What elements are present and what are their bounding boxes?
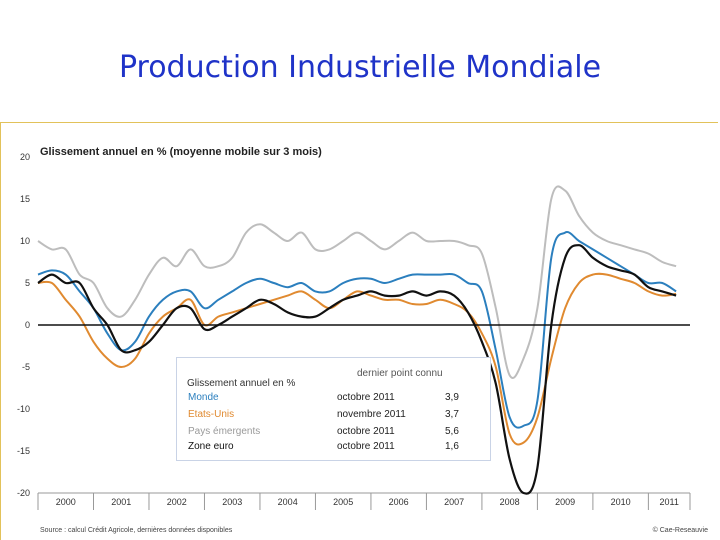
y-tick-label: 15 xyxy=(20,194,30,204)
x-tick-label: 2011 xyxy=(660,497,679,507)
x-tick-label: 2004 xyxy=(278,497,298,507)
legend-value: 5,6 xyxy=(445,426,459,437)
y-axis-labels: 20 15 10 5 0 -5 -10 -15 -20 xyxy=(17,152,30,498)
x-tick-label: 2005 xyxy=(333,497,353,507)
y-tick-label: -5 xyxy=(22,362,30,372)
legend-date: octobre 2011 xyxy=(337,441,395,452)
x-tick-label: 2003 xyxy=(222,497,242,507)
x-tick-label: 2007 xyxy=(444,497,464,507)
legend-value: 3,9 xyxy=(445,392,459,403)
legend-name: Etats-Unis xyxy=(188,409,235,420)
x-tick-label: 2000 xyxy=(56,497,76,507)
x-tick-label: 2009 xyxy=(555,497,575,507)
legend-name: Zone euro xyxy=(188,441,234,452)
x-axis: 2000 2001 2002 2003 2004 2005 2006 2007 2008 2009… xyxy=(37,492,691,510)
legend-date: octobre 2011 xyxy=(337,426,395,437)
chart-frame xyxy=(0,122,718,540)
y-tick-label: 10 xyxy=(20,236,30,246)
series-line-etats-unis xyxy=(37,272,677,446)
series-lines xyxy=(37,185,677,495)
legend-row-pays-emergents: Pays émergents octobre 2011 5,6 xyxy=(177,426,492,440)
legend-unit-label: Glissement annuel en % xyxy=(187,378,296,389)
legend-date: octobre 2011 xyxy=(337,392,395,403)
x-tick-label: 2008 xyxy=(500,497,520,507)
legend-row-zone-euro: Zone euro octobre 2011 1,6 xyxy=(177,441,492,455)
x-tick-label: 2002 xyxy=(167,497,187,507)
credit-note: © Cae-Reseauvie xyxy=(652,527,708,534)
x-tick-label: 2001 xyxy=(111,497,131,507)
series-line-monde xyxy=(37,231,677,429)
legend-row-monde: Monde octobre 2011 3,9 xyxy=(177,392,492,406)
y-tick-label: -10 xyxy=(17,404,30,414)
y-tick-label: 5 xyxy=(25,278,30,288)
legend-value: 1,6 xyxy=(445,441,459,452)
slide-title: Production Industrielle Mondiale xyxy=(118,50,602,85)
y-tick-label: -15 xyxy=(17,446,30,456)
chart-title: Glissement annuel en % (moyenne mobile s… xyxy=(40,146,322,158)
legend-name: Pays émergents xyxy=(188,426,261,437)
source-note: Source : calcul Crédit Agricole, dernièr… xyxy=(40,527,233,534)
legend-value: 3,7 xyxy=(445,409,459,420)
legend-column-header: dernier point connu xyxy=(357,368,443,379)
series-line-pays-mergents xyxy=(37,185,677,379)
legend-date: novembre 2011 xyxy=(337,409,406,420)
series-line-zone-euro xyxy=(37,244,677,495)
legend-box: dernier point connu Glissement annuel en… xyxy=(176,357,491,461)
y-tick-label: -20 xyxy=(17,488,30,498)
y-tick-label: 0 xyxy=(25,320,30,330)
legend-name: Monde xyxy=(188,392,219,403)
x-tick-label: 2010 xyxy=(611,497,631,507)
legend-row-etats-unis: Etats-Unis novembre 2011 3,7 xyxy=(177,409,492,423)
x-tick-label: 2006 xyxy=(389,497,409,507)
y-tick-label: 20 xyxy=(20,152,30,162)
